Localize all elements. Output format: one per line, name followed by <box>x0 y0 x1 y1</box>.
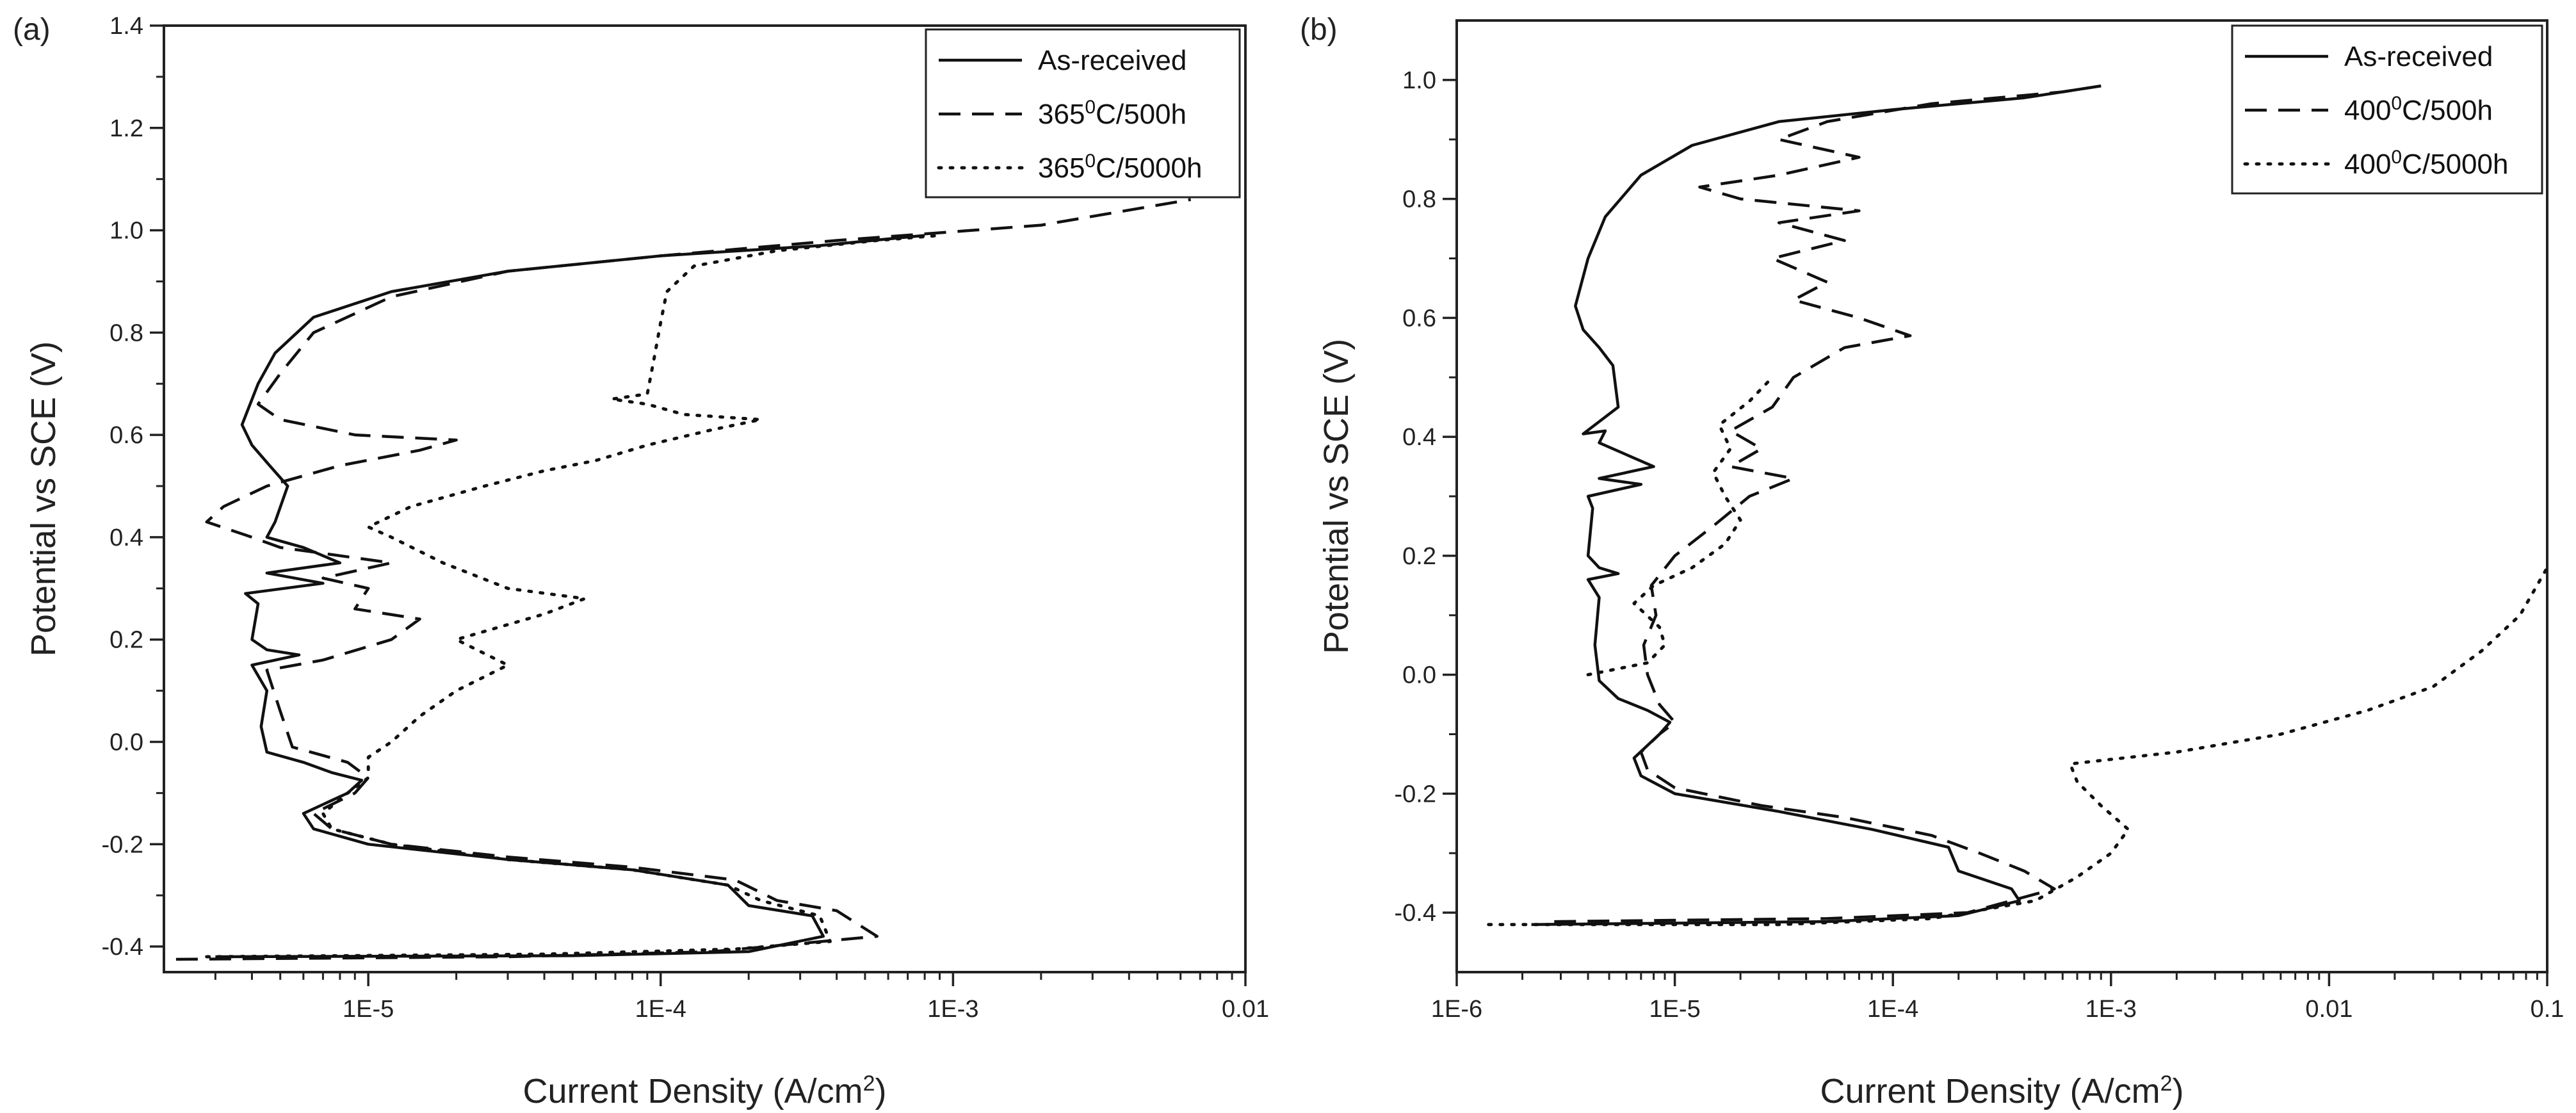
y-tick-label: 0.2 <box>109 627 143 654</box>
chart-panel-a: (a) 1E-5 1E-4 1E-3 0.01 -0.4 -0.2 0.0 0.2 0.4 0.6 0… <box>13 13 1269 1110</box>
y-tick-label: 1.0 <box>1402 67 1436 94</box>
x-tick-label: 1E-6 <box>1431 996 1482 1023</box>
x-tick-label: 1E-3 <box>927 996 978 1023</box>
x-tick-label: 0.1 <box>2531 996 2564 1023</box>
y-axis-label: Potential vs SCE (V) <box>1317 339 1356 654</box>
series-line-dashed <box>175 198 1191 961</box>
y-tick-label: 0.2 <box>1402 543 1436 570</box>
y-tick-label: 0.6 <box>1402 305 1436 332</box>
x-tick-label: 0.01 <box>1222 996 1269 1023</box>
y-tick-label: 0.6 <box>109 422 143 449</box>
y-tick-label: -0.2 <box>1395 781 1436 808</box>
panel-label: (a) <box>13 13 51 47</box>
x-tick-label: 1E-3 <box>2086 996 2137 1023</box>
plot-frame <box>163 24 1247 973</box>
x-axis-label: Current Density (A/cm2) <box>522 1071 886 1110</box>
y-tick-label: 1.4 <box>109 13 143 40</box>
x-tick-label: 1E-4 <box>635 996 686 1023</box>
x-tick-label: 0.01 <box>2305 996 2353 1023</box>
series-line-dotted <box>205 234 941 959</box>
chart-panel-b: (b) 1E-6 1E-5 1E-4 1E-3 0.01 0.1 -0.4 -0.2 0.0 0.2… <box>1300 13 2564 1110</box>
legend-label: 3650C/500h <box>1038 97 1187 131</box>
y-tick-label: 0.4 <box>109 524 143 551</box>
y-tick-label: -0.4 <box>102 934 143 961</box>
x-axis-label: Current Density (A/cm2) <box>1820 1071 2183 1110</box>
legend-label: As-received <box>1038 45 1187 76</box>
y-axis-label: Potential vs SCE (V) <box>24 341 63 656</box>
x-tick-label: 1E-4 <box>1867 996 1918 1023</box>
y-tick-label: 0.8 <box>109 320 143 346</box>
series-line-dotted <box>1487 566 2547 927</box>
panel-label: (b) <box>1300 13 1338 47</box>
y-tick-label: 0.4 <box>1402 424 1436 451</box>
y-tick-label: 0.0 <box>109 729 143 756</box>
y-tick-label: -0.2 <box>102 831 143 858</box>
legend-label: As-received <box>2344 41 2493 72</box>
legend-label: 4000C/500h <box>2344 93 2493 127</box>
y-tick-label: 1.0 <box>109 218 143 245</box>
series-line-extra <box>1586 375 1774 677</box>
legend: As-received 3650C/500h 3650C/5000h <box>925 28 1241 199</box>
y-tick-label: -0.4 <box>1395 900 1436 927</box>
series-line-solid <box>1531 84 2102 926</box>
legend-label: 3650C/5000h <box>1038 150 1202 184</box>
y-tick-label: 0.0 <box>1402 662 1436 689</box>
series-line-dashed <box>1554 84 2102 923</box>
x-tick-label: 1E-5 <box>343 996 394 1023</box>
series-line-solid <box>215 234 925 959</box>
y-tick-label: 0.8 <box>1402 186 1436 213</box>
legend: As-received 4000C/500h 4000C/5000h <box>2231 24 2543 195</box>
legend-label: 4000C/5000h <box>2344 147 2508 181</box>
x-tick-label: 1E-5 <box>1649 996 1700 1023</box>
y-tick-label: 1.2 <box>109 115 143 142</box>
